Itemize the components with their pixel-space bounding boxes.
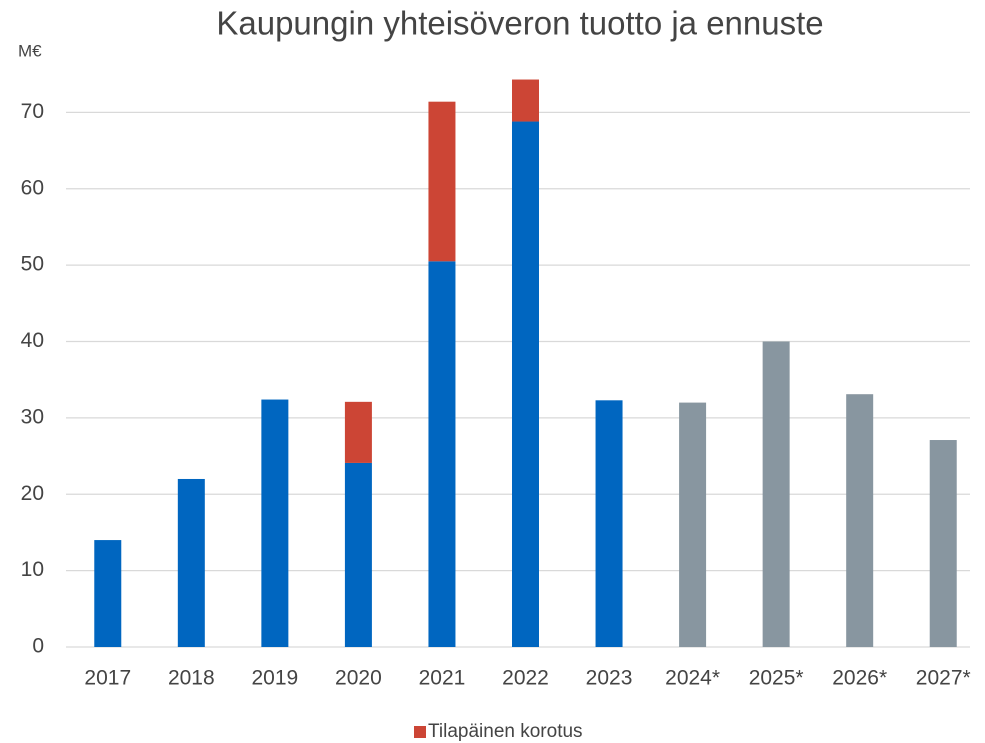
x-tick-label: 2018 — [168, 667, 215, 690]
bar-segment — [512, 79, 539, 122]
bar-segment — [762, 341, 790, 647]
legend-label: Tilapäinen korotus — [428, 721, 583, 742]
bar-segment — [595, 400, 623, 647]
x-tick-label: 2019 — [252, 667, 299, 690]
bar-segment — [929, 440, 957, 647]
x-tick-label: 2023 — [586, 667, 633, 690]
x-tick-label: 2027* — [916, 667, 971, 690]
x-tick-label: 2017 — [84, 667, 131, 690]
bar-segment — [261, 399, 289, 647]
bar-segment — [512, 121, 539, 648]
bar-segment — [344, 401, 372, 463]
bar-segment — [344, 462, 372, 647]
x-tick-label: 2020 — [335, 667, 382, 690]
x-tick-label: 2026* — [832, 667, 887, 690]
x-tick-label: 2022 — [502, 667, 549, 690]
bar-segment — [177, 478, 205, 647]
chart-title: Kaupungin yhteisöveron tuotto ja ennuste — [216, 5, 823, 42]
bar-segment — [679, 402, 707, 647]
x-tick-label: 2024* — [665, 667, 720, 690]
y-tick-label: 70 — [21, 100, 44, 123]
y-tick-label: 20 — [21, 482, 44, 505]
bar-segment — [428, 101, 456, 262]
y-tick-label: 0 — [32, 635, 44, 658]
x-tick-label: 2021 — [419, 667, 466, 690]
y-axis-label: M€ — [18, 41, 42, 60]
x-tick-label: 2025* — [749, 667, 804, 690]
y-tick-label: 40 — [21, 329, 44, 352]
bar-segment — [846, 394, 874, 647]
y-tick-label: 10 — [21, 558, 44, 581]
bar-segment — [94, 540, 122, 647]
y-tick-label: 30 — [21, 405, 44, 428]
bar-segment — [428, 261, 456, 647]
y-tick-label: 60 — [21, 176, 44, 199]
legend-swatch — [414, 726, 426, 738]
y-tick-label: 50 — [21, 253, 44, 276]
